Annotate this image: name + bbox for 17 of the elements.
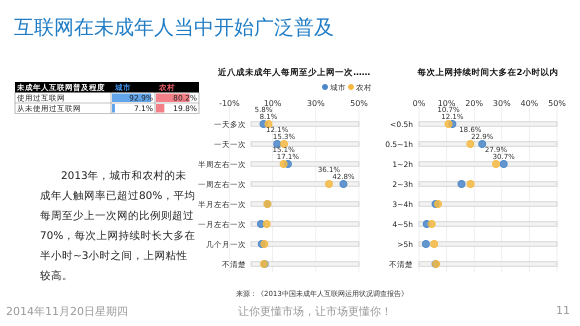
- chart-title: 近八成未成年人每周至少上网一次……: [217, 67, 370, 78]
- x-tick-label: 30%: [306, 99, 326, 108]
- x-tick-label: 40%: [520, 99, 539, 108]
- x-tick-label: 20%: [465, 99, 484, 108]
- x-tick-label: 0%: [412, 99, 426, 108]
- x-tick-label: 30%: [492, 99, 512, 108]
- text: 让你更懂市场，让市场更懂你！: [238, 304, 392, 319]
- x-tick-label: 10%: [264, 99, 282, 108]
- text: 11: [556, 304, 570, 317]
- text: 2013年，城市和农村的未成年人触网率已超过80%，平均每周至少上一次网的比例则超过70%，每次上网持续时长大多在半小时~3小时之间，上网粘性较高。: [40, 169, 196, 284]
- x-tick-label: -10%: [219, 99, 240, 108]
- x-tick-label: 10%: [438, 99, 456, 108]
- chart-title: 每次上网持续时间大多在2小时以内: [416, 67, 558, 78]
- x-tick-label: 50%: [350, 99, 368, 108]
- x-tick-label: 50%: [548, 99, 566, 108]
- text: 2014年11月20日星期四: [6, 304, 128, 319]
- text: 互联网在未成年人当中开始广泛普及: [14, 14, 334, 41]
